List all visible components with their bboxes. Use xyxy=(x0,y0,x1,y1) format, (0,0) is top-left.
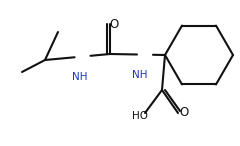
Text: HO: HO xyxy=(132,111,148,121)
Text: NH: NH xyxy=(72,72,88,82)
Text: O: O xyxy=(179,106,189,119)
Text: NH: NH xyxy=(132,70,148,80)
Text: O: O xyxy=(109,18,119,31)
